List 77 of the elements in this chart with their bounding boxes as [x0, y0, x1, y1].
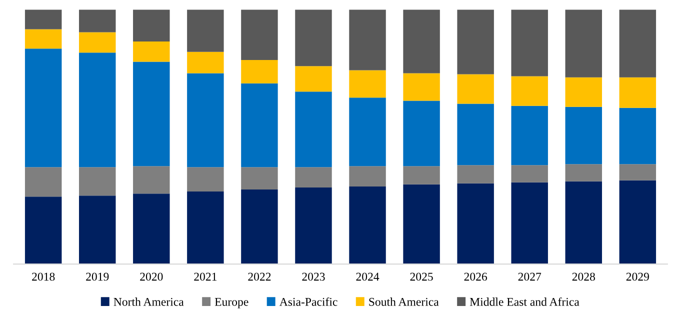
- bar: [619, 108, 656, 164]
- bar: [187, 73, 224, 168]
- bar: [241, 167, 278, 190]
- bar: [565, 181, 602, 264]
- bar: [187, 167, 224, 192]
- bar: [133, 194, 170, 264]
- bar: [24, 196, 62, 264]
- bar: [511, 182, 548, 264]
- legend-label: Asia-Pacific: [279, 297, 338, 306]
- bar: [619, 180, 656, 264]
- legend-label: Europe: [214, 298, 248, 308]
- bar: [241, 190, 278, 264]
- bar: [619, 77, 656, 108]
- x-tick-label: 2020: [140, 272, 163, 281]
- bar: [565, 77, 602, 107]
- bar: [187, 52, 224, 74]
- x-tick-label: 2024: [356, 272, 380, 281]
- bar: [457, 183, 494, 264]
- x-tick-label: 2025: [410, 272, 433, 281]
- bar: [241, 60, 278, 84]
- bar: [511, 165, 548, 182]
- bar: [24, 29, 62, 49]
- bar: [78, 32, 116, 53]
- bar: [241, 83, 278, 168]
- bar: [457, 10, 494, 74]
- bar: [78, 52, 116, 168]
- bar: [295, 10, 332, 66]
- x-tick-label: 2027: [518, 272, 542, 281]
- bar: [619, 10, 656, 78]
- bar: [295, 92, 332, 168]
- bar: [349, 186, 386, 264]
- bar: [133, 41, 170, 62]
- bar: [457, 74, 494, 104]
- bar: [511, 106, 548, 166]
- bar: [403, 100, 440, 166]
- bar: [349, 98, 386, 166]
- x-tick-label: 2021: [194, 272, 217, 281]
- bar: [78, 167, 116, 196]
- bar: [133, 10, 170, 42]
- bar: [78, 10, 116, 32]
- x-tick-label: 2023: [302, 272, 325, 281]
- bar: [349, 166, 386, 186]
- x-tick-label: 2028: [572, 272, 595, 281]
- legend-label: South America: [369, 298, 439, 306]
- bar: [187, 192, 224, 264]
- bar: [457, 104, 494, 166]
- bar: [133, 166, 170, 194]
- x-tick-label: 2019: [86, 272, 109, 281]
- x-tick-label: 2018: [32, 272, 55, 281]
- bar: [403, 166, 440, 184]
- legend-label: North America: [114, 298, 184, 306]
- bar: [403, 73, 440, 101]
- x-tick-label: 2029: [626, 272, 649, 281]
- bar: [349, 10, 386, 70]
- bar: [78, 196, 116, 264]
- bar: [24, 167, 62, 197]
- bar: [457, 165, 494, 184]
- bar: [24, 48, 62, 168]
- bar: [133, 62, 170, 166]
- x-tick-label: 2026: [464, 272, 488, 281]
- bar: [349, 70, 386, 98]
- bar: [24, 10, 62, 30]
- bar: [241, 10, 278, 60]
- x-tick-label: 2022: [248, 272, 271, 281]
- bar: [511, 76, 548, 106]
- bar: [295, 187, 332, 264]
- bar: [565, 10, 602, 78]
- bar: [403, 184, 440, 264]
- bar: [187, 10, 224, 52]
- bar: [295, 167, 332, 188]
- bar: [565, 106, 602, 164]
- bar: [511, 10, 548, 76]
- bar: [565, 164, 602, 182]
- bar: [295, 66, 332, 92]
- bar: [619, 164, 656, 180]
- bar: [403, 10, 440, 74]
- legend-label: Middle East and Africa: [470, 297, 580, 306]
